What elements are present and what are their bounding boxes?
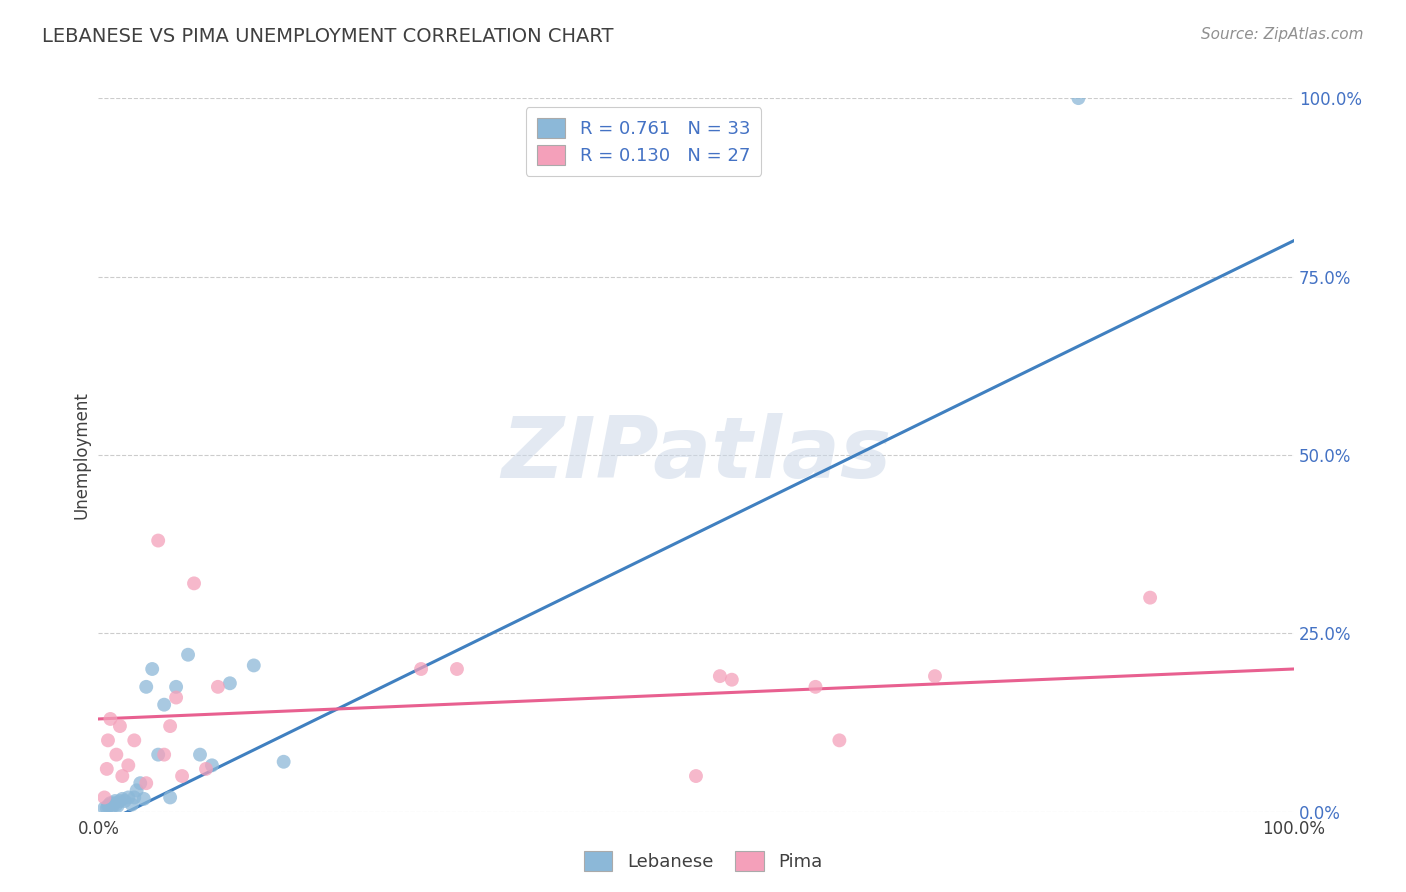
Point bbox=[153, 747, 176, 762]
Point bbox=[135, 776, 157, 790]
Point bbox=[107, 799, 129, 814]
Point bbox=[165, 680, 187, 694]
Point bbox=[96, 762, 118, 776]
Point bbox=[108, 794, 131, 808]
Point bbox=[117, 790, 139, 805]
Point bbox=[804, 680, 827, 694]
Point bbox=[111, 792, 134, 806]
Point bbox=[148, 747, 170, 762]
Point bbox=[273, 755, 295, 769]
Point bbox=[105, 747, 128, 762]
Point bbox=[201, 758, 224, 772]
Point bbox=[105, 797, 128, 812]
Point bbox=[104, 794, 127, 808]
Point bbox=[828, 733, 851, 747]
Point bbox=[111, 769, 134, 783]
Point bbox=[219, 676, 242, 690]
Text: LEBANESE VS PIMA UNEMPLOYMENT CORRELATION CHART: LEBANESE VS PIMA UNEMPLOYMENT CORRELATIO… bbox=[42, 27, 613, 45]
Point bbox=[159, 719, 181, 733]
Point bbox=[114, 794, 136, 808]
Point bbox=[165, 690, 187, 705]
Point bbox=[148, 533, 170, 548]
Point bbox=[172, 769, 194, 783]
Point bbox=[108, 719, 131, 733]
Point bbox=[96, 801, 118, 815]
Point bbox=[125, 783, 148, 797]
Point bbox=[97, 799, 120, 814]
Text: Source: ZipAtlas.com: Source: ZipAtlas.com bbox=[1201, 27, 1364, 42]
Point bbox=[124, 790, 146, 805]
Point bbox=[1067, 91, 1090, 105]
Point bbox=[93, 790, 115, 805]
Point bbox=[194, 762, 218, 776]
Point bbox=[93, 801, 115, 815]
Point bbox=[100, 797, 122, 812]
Point bbox=[207, 680, 229, 694]
Point bbox=[141, 662, 163, 676]
Point bbox=[97, 733, 120, 747]
Point bbox=[183, 576, 205, 591]
Point bbox=[124, 733, 146, 747]
Point bbox=[103, 796, 125, 810]
Point bbox=[98, 797, 121, 812]
Point bbox=[153, 698, 176, 712]
Point bbox=[1139, 591, 1161, 605]
Point bbox=[159, 790, 181, 805]
Legend: R = 0.761   N = 33, R = 0.130   N = 27: R = 0.761 N = 33, R = 0.130 N = 27 bbox=[526, 107, 761, 176]
Point bbox=[721, 673, 744, 687]
Point bbox=[132, 792, 155, 806]
Point bbox=[98, 796, 122, 810]
Text: ZIPatlas: ZIPatlas bbox=[501, 413, 891, 497]
Legend: Lebanese, Pima: Lebanese, Pima bbox=[576, 844, 830, 879]
Point bbox=[121, 797, 143, 812]
Point bbox=[411, 662, 433, 676]
Point bbox=[117, 758, 139, 772]
Point bbox=[709, 669, 731, 683]
Point bbox=[446, 662, 468, 676]
Point bbox=[98, 712, 122, 726]
Point bbox=[243, 658, 266, 673]
Y-axis label: Unemployment: Unemployment bbox=[72, 391, 90, 519]
Point bbox=[924, 669, 946, 683]
Point bbox=[177, 648, 200, 662]
Point bbox=[685, 769, 707, 783]
Point bbox=[101, 799, 124, 814]
Point bbox=[129, 776, 152, 790]
Point bbox=[188, 747, 211, 762]
Point bbox=[135, 680, 157, 694]
